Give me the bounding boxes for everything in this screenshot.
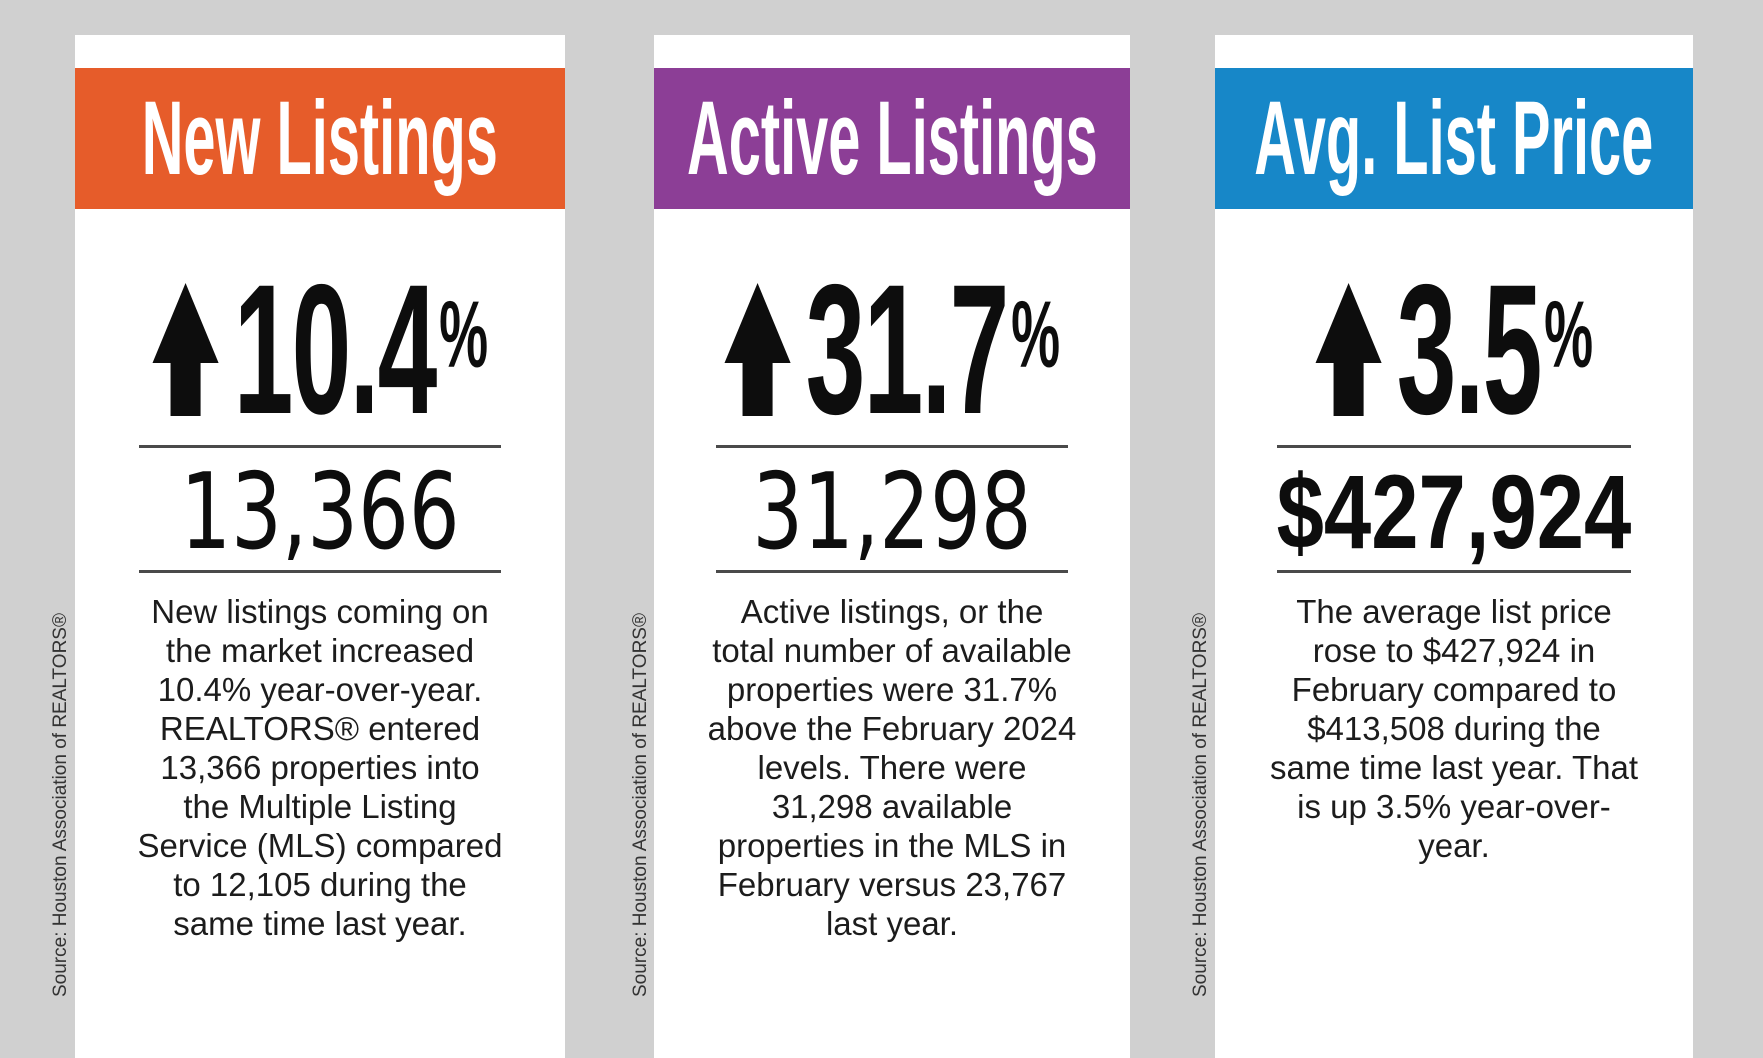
change-stat-row: 3.5 % bbox=[1215, 258, 1693, 443]
change-stat-row: 31.7 % bbox=[654, 258, 1130, 443]
divider-line bbox=[715, 445, 1069, 448]
percent-sign: % bbox=[1543, 282, 1593, 388]
percent-sign: % bbox=[1010, 282, 1060, 388]
stat-description: New listings coming on the market increa… bbox=[137, 593, 503, 942]
change-cluster: 3.5 % bbox=[1315, 258, 1593, 443]
source-attribution: Source: Houston Association of REALTORS® bbox=[50, 613, 71, 997]
divider-line bbox=[1277, 445, 1631, 448]
change-stat-row: 10.4 % bbox=[75, 258, 565, 443]
divider-line bbox=[138, 445, 502, 448]
stat-count: 13,366 bbox=[180, 451, 460, 573]
stat-count: 31,298 bbox=[752, 451, 1032, 573]
change-percent-value: 3.5 bbox=[1396, 247, 1542, 453]
card-title: New Listings bbox=[141, 80, 499, 197]
change-cluster: 31.7 % bbox=[724, 258, 1060, 443]
stat-description: Active listings, or the total number of … bbox=[707, 593, 1077, 942]
up-arrow-icon bbox=[1315, 283, 1382, 416]
divider-line bbox=[715, 570, 1069, 573]
stat-card-new-listings: New Listings 10.4 % 13,366 New listings … bbox=[75, 35, 565, 1058]
change-cluster: 10.4 % bbox=[152, 258, 488, 443]
up-arrow-icon bbox=[152, 283, 219, 416]
card-title: Avg. List Price bbox=[1254, 80, 1654, 197]
divider-line bbox=[138, 570, 502, 573]
percent-sign: % bbox=[438, 282, 488, 388]
source-attribution: Source: Houston Association of REALTORS® bbox=[1190, 613, 1211, 997]
stat-count: $427,924 bbox=[1276, 454, 1632, 571]
stat-card-active-listings: Active Listings 31.7 % 31,298 Active lis… bbox=[654, 35, 1130, 1058]
card-header-band: Active Listings bbox=[654, 68, 1130, 209]
divider-line bbox=[1277, 570, 1631, 573]
up-arrow-icon bbox=[724, 283, 791, 416]
stat-card-avg-list-price: Avg. List Price 3.5 % $427,924 The avera… bbox=[1215, 35, 1693, 1058]
card-header-band: Avg. List Price bbox=[1215, 68, 1693, 209]
stat-description: The average list price rose to $427,924 … bbox=[1269, 593, 1639, 864]
change-percent-value: 10.4 bbox=[233, 247, 437, 453]
card-title: Active Listings bbox=[686, 80, 1098, 197]
card-header-band: New Listings bbox=[75, 68, 565, 209]
change-percent-value: 31.7 bbox=[805, 247, 1009, 453]
source-attribution: Source: Houston Association of REALTORS® bbox=[630, 613, 651, 997]
